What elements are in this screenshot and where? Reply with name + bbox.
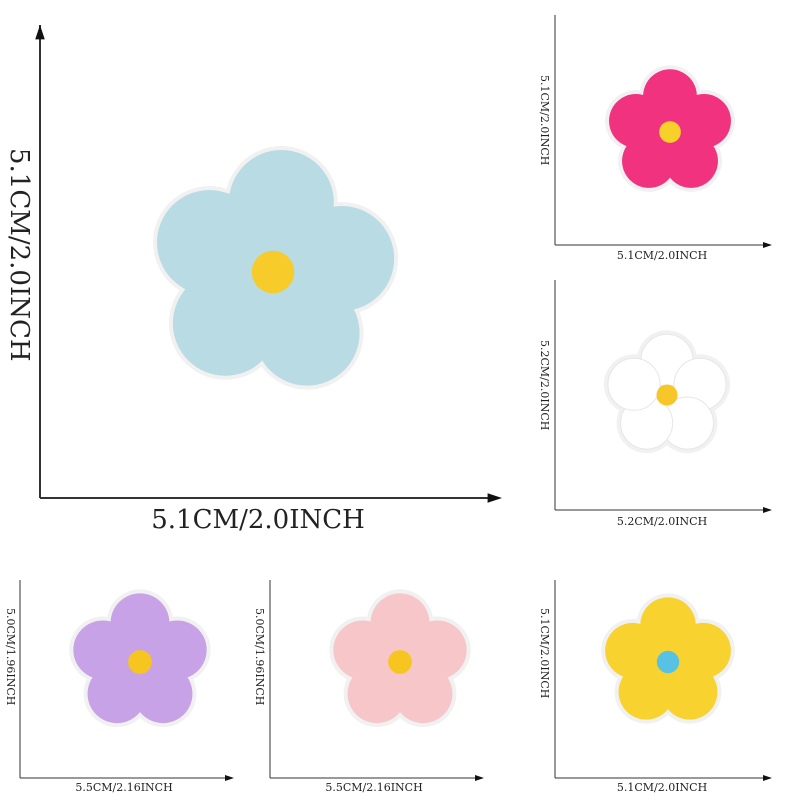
bottom-middle-flower-center — [388, 650, 412, 674]
main-flower-petal — [172, 270, 278, 376]
main-flower-petal — [254, 280, 360, 386]
bottom-right-height-label: 5.1CM/2.0INCH — [538, 608, 551, 699]
top-right-flower-center — [659, 121, 681, 143]
bottom-middle-height-label: 5.0CM/1.96INCH — [253, 608, 266, 706]
middle-right-flower-center — [656, 384, 678, 406]
bottom-middle-flower-petal — [393, 664, 453, 724]
bottom-right-right-arrow-icon — [763, 775, 772, 781]
bottom-left-width-label: 5.5CM/2.16INCH — [75, 781, 173, 794]
middle-right-height-label: 5.2CM/2.0INCH — [538, 340, 551, 431]
bottom-left-flower-center — [128, 650, 152, 674]
main-flower-center — [251, 250, 295, 294]
bottom-middle-right-arrow-icon — [475, 775, 484, 781]
main-right-arrow-icon — [487, 493, 502, 503]
bottom-middle-width-label: 5.5CM/2.16INCH — [325, 781, 423, 794]
main-up-arrow-icon — [35, 25, 45, 40]
top-right-height-label: 5.1CM/2.0INCH — [538, 75, 551, 166]
bottom-right-flower-center — [656, 650, 680, 674]
top-right-right-arrow-icon — [763, 242, 772, 248]
bottom-left-flower-petal — [133, 664, 193, 724]
top-right-flower-petal — [664, 134, 718, 188]
bottom-middle-flower-petal — [333, 620, 393, 680]
middle-right-width-label: 5.2CM/2.0INCH — [616, 515, 708, 528]
bottom-left-right-arrow-icon — [225, 775, 234, 781]
bottom-right-flower-petal — [662, 664, 718, 720]
main-height-label: 5.1CM/2.0INCH — [4, 148, 34, 362]
bottom-right-flower-petal — [605, 622, 661, 679]
top-right-width-label: 5.1CM/2.0INCH — [616, 249, 708, 262]
bottom-left-flower-petal — [73, 620, 133, 680]
bottom-left-height-label: 5.0CM/1.96INCH — [4, 608, 17, 706]
main-width-label: 5.1CM/2.0INCH — [151, 505, 365, 535]
bottom-right-width-label: 5.1CM/2.0INCH — [616, 781, 708, 794]
main-flower-petal — [156, 190, 262, 296]
top-right-flower-petal — [609, 94, 663, 148]
middle-right-flower-petal — [607, 357, 661, 411]
middle-right-right-arrow-icon — [763, 507, 772, 513]
